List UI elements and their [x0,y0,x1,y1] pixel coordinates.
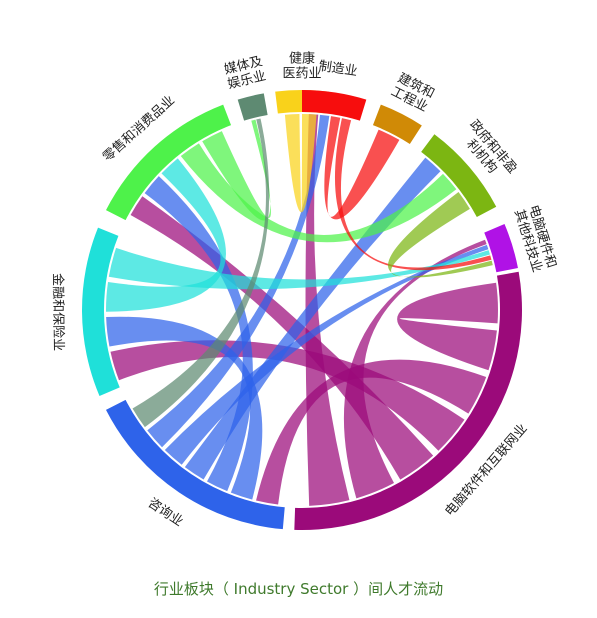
sector-label-line: 金融和保险业 [50,273,67,351]
sector-label-3: 金融和保险业 [50,273,67,351]
sector-label-6: 健康医药业 [282,51,321,82]
ribbon-17 [324,116,400,220]
sector-arc-1 [294,271,522,530]
sector-arc-7 [302,90,367,121]
diagram-caption: 行业板块（ Industry Sector ）间人才流动 [153,580,444,598]
sector-label-10: 电脑硬件和其他科技业 [511,203,559,274]
sector-label-8: 建筑和工程业 [388,70,437,115]
chord-diagram: 电脑软件和互联网业咨询业金融和保险业零售和消费品业媒体及娱乐业健康医药业制造业建… [50,51,559,530]
sector-label-line: 医药业 [282,67,321,82]
sector-label-2: 咨询业 [145,496,186,530]
ribbon-6 [305,114,350,506]
sector-label-7: 制造业 [318,59,359,80]
sector-arc-5 [237,93,268,121]
ribbon-14 [180,143,457,243]
ribbon-7 [106,316,263,500]
ribbon-16 [284,114,317,213]
ribbon-3 [110,340,465,451]
ribbon-1 [397,282,498,371]
sector-label-line: 健康 [289,51,315,67]
sector-label-5: 媒体及娱乐业 [223,54,268,92]
ribbon-5 [343,239,487,499]
sector-label-line: 制造业 [318,59,359,80]
ribbon-19 [387,192,493,278]
ribbon-8 [144,176,253,492]
ribbon-9 [184,157,441,480]
arc-layer [82,90,522,530]
ribbon-12 [106,158,226,312]
sector-arc-3 [82,227,120,396]
sector-arc-10 [484,224,518,273]
sector-label-line: 咨询业 [145,496,186,530]
ribbon-15 [202,119,271,221]
sector-arc-2 [105,399,285,530]
sector-arc-4 [105,104,232,221]
ribbon-20 [132,118,270,428]
ribbon-10 [164,244,489,465]
ribbon-layer [106,114,498,506]
sector-arc-8 [372,104,422,144]
ribbon-13 [108,247,490,290]
sector-arc-9 [421,134,497,218]
